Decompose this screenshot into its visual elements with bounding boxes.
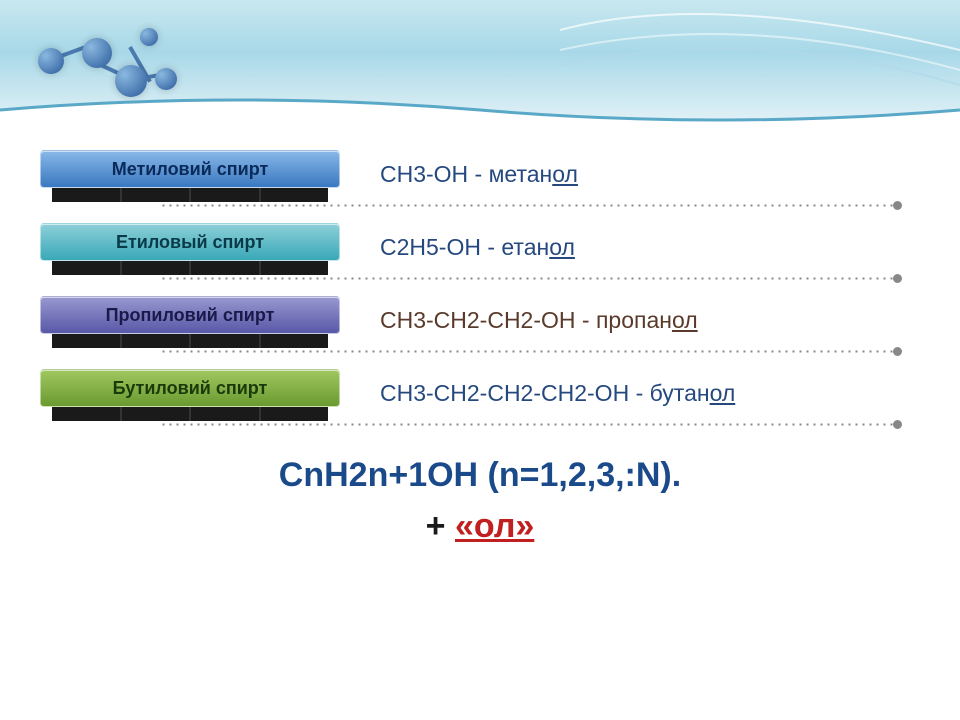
dotted-divider xyxy=(160,204,900,207)
dotted-divider xyxy=(160,350,900,353)
alcohol-row: Бутиловий спирт СН3-СН2-СН2-СН2-ОН - бут… xyxy=(40,369,920,417)
dotted-divider xyxy=(160,423,900,426)
dotted-divider xyxy=(160,277,900,280)
content-area: Метиловий спирт СН3-ОН - метанол Етиловы… xyxy=(0,140,960,546)
alcohol-label-button[interactable]: Бутиловий спирт xyxy=(40,369,340,413)
formula-text: СН3-ОН - метанол xyxy=(380,161,578,188)
button-face: Метиловий спирт xyxy=(40,150,340,188)
suffix-plus: + xyxy=(426,507,455,545)
alcohol-row: Етиловый спирт С2Н5-ОН - етанол xyxy=(40,223,920,271)
alcohol-label-button[interactable]: Метиловий спирт xyxy=(40,150,340,194)
alcohol-row: Пропиловий спирт СН3-СН2-СН2-ОН - пропан… xyxy=(40,296,920,344)
wave-divider xyxy=(0,90,960,130)
general-formula-text: CnH2n+1OH (n=1,2,3,:N). xyxy=(40,456,920,495)
general-formula-block: CnH2n+1OH (n=1,2,3,:N). + «ол» xyxy=(40,456,920,546)
header-curve-decoration xyxy=(560,0,960,100)
formula-text: С2Н5-ОН - етанол xyxy=(380,234,575,261)
suffix-ol: «ол» xyxy=(455,507,534,545)
alcohol-label-button[interactable]: Етиловый спирт xyxy=(40,223,340,267)
suffix-line: + «ол» xyxy=(40,507,920,546)
alcohol-row: Метиловий спирт СН3-ОН - метанол xyxy=(40,150,920,198)
button-face: Бутиловий спирт xyxy=(40,369,340,407)
alcohol-label-button[interactable]: Пропиловий спирт xyxy=(40,296,340,340)
button-face: Пропиловий спирт xyxy=(40,296,340,334)
button-face: Етиловый спирт xyxy=(40,223,340,261)
formula-text: СН3-СН2-СН2-ОН - пропанол xyxy=(380,307,698,334)
formula-text: СН3-СН2-СН2-СН2-ОН - бутанол xyxy=(380,380,735,407)
